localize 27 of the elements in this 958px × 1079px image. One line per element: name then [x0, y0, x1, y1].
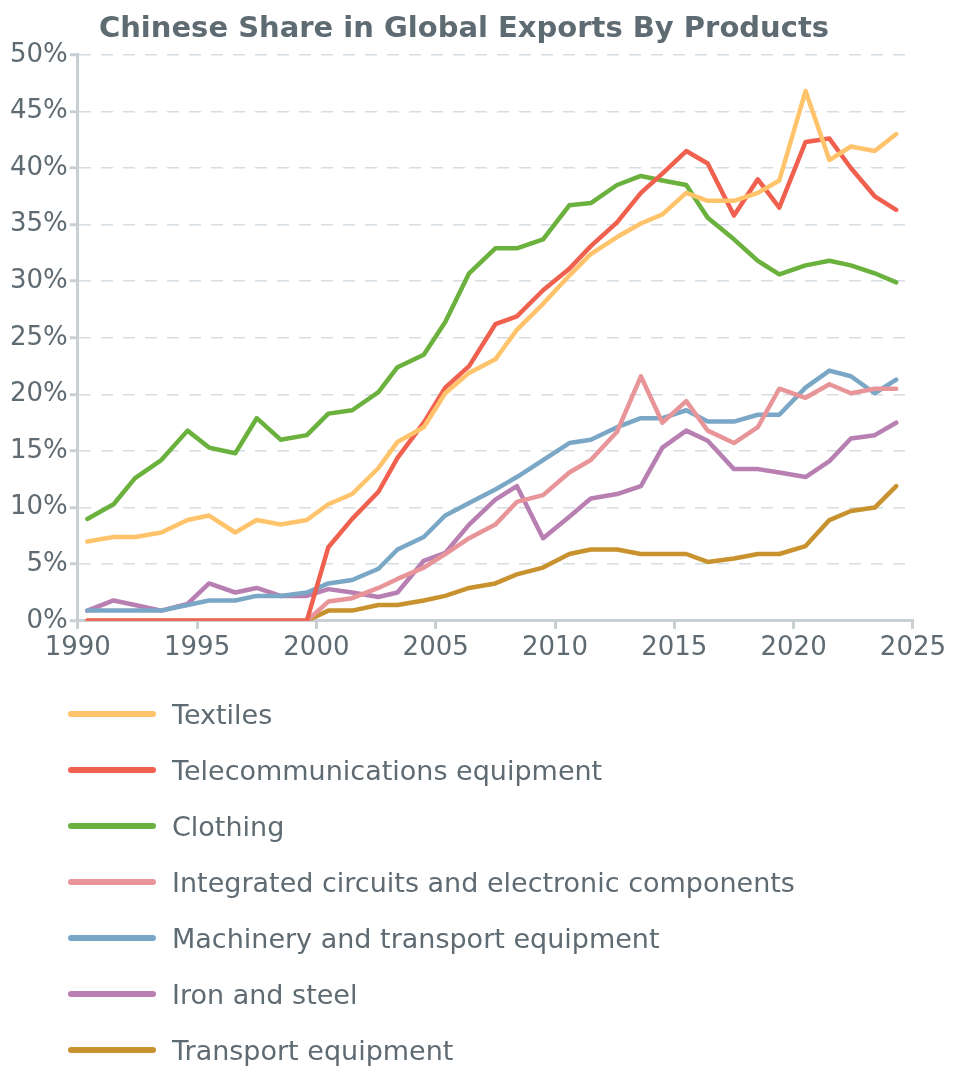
- chart-title: Chinese Share in Global Exports By Products: [98, 9, 830, 44]
- x-tick-label: 2010: [521, 631, 589, 662]
- x-tick-label: 2015: [641, 631, 708, 662]
- legend-label: Transport equipment: [172, 1034, 454, 1066]
- y-tick-label: 40%: [9, 150, 68, 181]
- y-tick-label: 35%: [9, 207, 68, 238]
- x-tick-label: 2020: [760, 631, 827, 662]
- legend-label: Integrated circuits and electronic components: [172, 866, 795, 898]
- x-tick-label: 1990: [44, 631, 111, 662]
- x-tick-label: 2005: [402, 631, 469, 662]
- legend-label: Textiles: [172, 698, 273, 730]
- y-tick-label: 0%: [26, 603, 68, 634]
- y-tick-label: 50%: [9, 37, 68, 68]
- y-tick-label: 15%: [9, 433, 68, 464]
- legend-label: Telecommunications equipment: [172, 754, 603, 786]
- y-tick-label: 5%: [26, 546, 68, 577]
- x-tick-label: 1995: [164, 631, 231, 662]
- y-tick-label: 25%: [9, 320, 68, 351]
- legend-label: Iron and steel: [172, 978, 358, 1010]
- legend-label: Clothing: [172, 810, 285, 842]
- y-tick-label: 45%: [9, 94, 68, 125]
- y-tick-label: 30%: [9, 263, 68, 294]
- x-tick-label: 2025: [879, 631, 946, 662]
- y-tick-label: 10%: [9, 490, 68, 521]
- legend-label: Machinery and transport equipment: [172, 922, 660, 954]
- y-tick-label: 20%: [9, 377, 68, 408]
- x-tick-label: 2000: [283, 631, 350, 662]
